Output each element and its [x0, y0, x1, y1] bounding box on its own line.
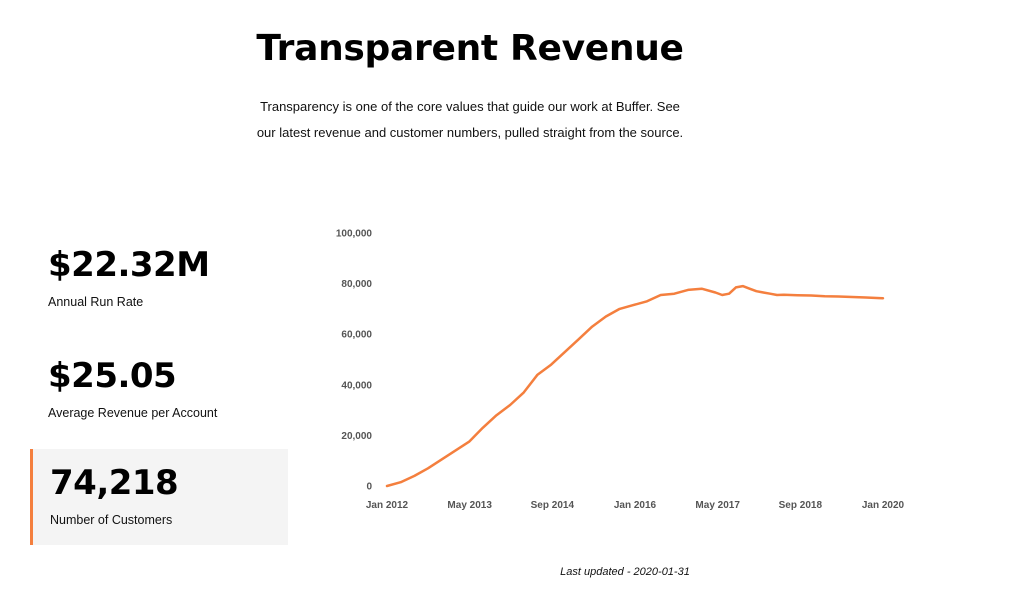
- x-tick-label: Jan 2020: [862, 500, 905, 511]
- y-tick-label: 20,000: [341, 431, 372, 442]
- metric-label: Number of Customers: [50, 513, 173, 527]
- metric-annual-run-rate[interactable]: $22.32M Annual Run Rate: [30, 233, 288, 329]
- metric-value: 74,218: [50, 463, 179, 503]
- metric-average-revenue[interactable]: $25.05 Average Revenue per Account: [30, 344, 288, 440]
- x-tick-label: May 2013: [447, 500, 492, 511]
- intro-text: Transparency is one of the core values t…: [256, 99, 684, 140]
- customers-line-chart: 0 20,000 40,000 60,000 80,000 100,000 Jan 2012…: [336, 229, 905, 512]
- y-tick-label: 60,000: [341, 330, 372, 341]
- series-line-customers: [385, 284, 885, 488]
- y-tick-label: 0: [366, 482, 372, 493]
- y-tick-label: 80,000: [341, 279, 372, 290]
- page-title: Transparent Revenue: [256, 28, 684, 69]
- metric-value: $22.32M: [48, 245, 210, 285]
- last-updated-note: Last updated - 2020-01-31: [560, 566, 690, 578]
- x-tick-label: Jan 2012: [366, 500, 409, 511]
- metric-label: Annual Run Rate: [48, 295, 144, 309]
- metric-number-of-customers[interactable]: 74,218 Number of Customers: [30, 449, 288, 545]
- x-tick-label: Sep 2014: [531, 500, 575, 511]
- y-tick-label: 100,000: [336, 229, 373, 240]
- y-tick-label: 40,000: [341, 380, 372, 391]
- x-tick-label: Jan 2016: [614, 500, 657, 511]
- metric-value: $25.05: [48, 356, 177, 396]
- x-tick-label: May 2017: [695, 500, 740, 511]
- metric-label: Average Revenue per Account: [48, 406, 218, 420]
- x-tick-label: Sep 2018: [779, 500, 823, 511]
